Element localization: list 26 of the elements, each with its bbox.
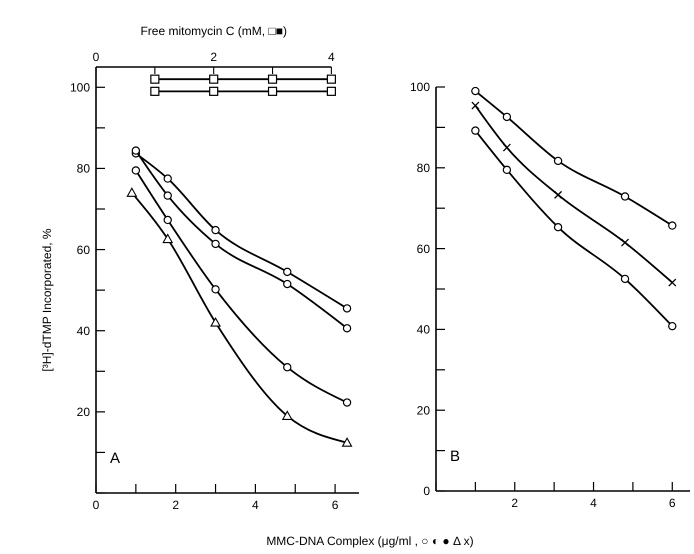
x2-axis-title: Free mitomycin C (mM, □■)	[140, 24, 287, 38]
y-tick-label: 0	[423, 484, 430, 498]
y-axis-title: [³H]-dTMP Incorporated, %	[40, 228, 54, 372]
annotation: B	[450, 448, 460, 465]
x-tick-label: 4	[590, 496, 598, 510]
y-tick-label: 20	[416, 403, 430, 418]
x2-tick-label: 0	[92, 50, 100, 64]
x-tick-label: 4	[252, 498, 260, 512]
y-tick-label: 40	[76, 324, 90, 338]
x2-tick-label: 4	[328, 50, 336, 64]
x-tick-label: 2	[511, 496, 518, 510]
x-axis-title: MMC-DNA Complex (μg/ml , ○ ◐ ● Δ x)	[266, 534, 474, 548]
annotation: A	[110, 450, 120, 467]
x-tick-label: 6	[332, 498, 339, 512]
x-tick-label: 2	[172, 498, 180, 512]
y-tick-label: 40	[416, 322, 430, 337]
y-tick-label: 100	[70, 80, 90, 94]
x-tick-label: 6	[668, 496, 676, 510]
x-tick-label: 0	[92, 498, 100, 512]
y-tick-label: 60	[416, 242, 430, 256]
y-tick-label: 80	[416, 161, 430, 175]
y-tick-label: 60	[76, 242, 90, 257]
y-tick-label: 100	[410, 80, 430, 94]
y-tick-label: 20	[76, 405, 90, 420]
y-tick-label: 80	[76, 162, 90, 176]
x2-tick-label: 2	[210, 50, 218, 64]
